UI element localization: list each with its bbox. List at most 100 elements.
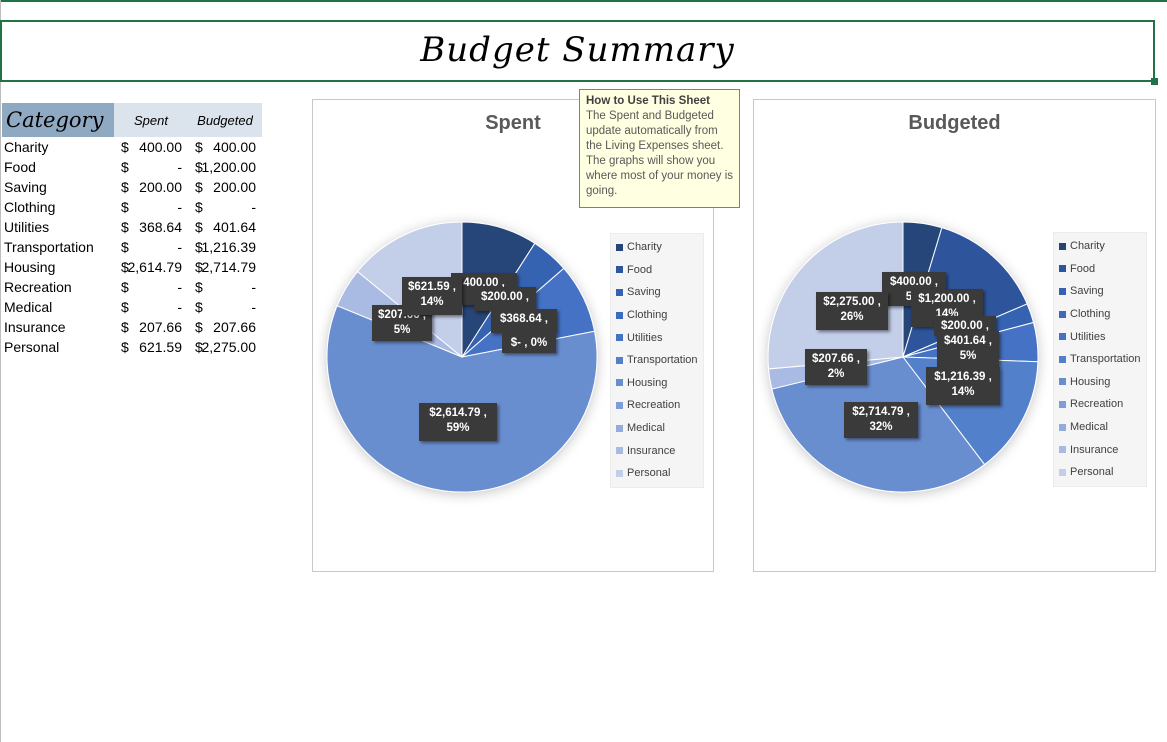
budgeted-cell[interactable]: $ -: [188, 277, 262, 297]
budgeted-cell[interactable]: $400.00: [188, 137, 262, 157]
legend-label: Housing: [1070, 375, 1111, 388]
budgeted-legend-entry[interactable]: Saving: [1054, 280, 1146, 303]
spent-data-label[interactable]: $2,614.79 , 59%: [419, 403, 497, 441]
spent-data-label[interactable]: $368.64 ,: [491, 309, 557, 333]
spent-legend-entry[interactable]: Medical: [611, 417, 703, 440]
spent-cell[interactable]: $ -: [114, 237, 188, 257]
header-category[interactable]: Category: [2, 103, 114, 137]
budgeted-legend-entry[interactable]: Personal: [1054, 461, 1146, 484]
budgeted-cell[interactable]: $ -: [188, 197, 262, 217]
budgeted-legend-entry[interactable]: Transportation: [1054, 348, 1146, 371]
amount: -: [251, 199, 256, 215]
budgeted-data-label[interactable]: $1,216.39 , 14%: [926, 367, 1000, 405]
category-cell[interactable]: Food: [4, 159, 36, 175]
budgeted-cell[interactable]: $200.00: [188, 177, 262, 197]
spent-cell[interactable]: $200.00: [114, 177, 188, 197]
currency-symbol: $: [121, 139, 129, 155]
budgeted-data-label[interactable]: $2,275.00 , 26%: [816, 292, 888, 330]
category-cell[interactable]: Clothing: [4, 199, 56, 215]
header-spent[interactable]: Spent: [114, 103, 188, 137]
spent-cell[interactable]: $400.00: [114, 137, 188, 157]
currency-symbol: $: [121, 219, 129, 235]
category-cell[interactable]: Insurance: [4, 319, 66, 335]
spent-legend-entry[interactable]: Housing: [611, 372, 703, 395]
legend-swatch: [616, 379, 623, 387]
spent-legend-entry[interactable]: Charity: [611, 236, 703, 259]
spent-cell[interactable]: $ -: [114, 197, 188, 217]
spent-cell[interactable]: $621.59: [114, 337, 188, 357]
budgeted-legend-entry[interactable]: Clothing: [1054, 303, 1146, 326]
spent-legend-entry[interactable]: Utilities: [611, 326, 703, 349]
spent-legend-entry[interactable]: Transportation: [611, 349, 703, 372]
spent-cell[interactable]: $ -: [114, 277, 188, 297]
title-cell[interactable]: Budget Summary: [0, 20, 1155, 82]
currency-symbol: $: [121, 199, 129, 215]
budgeted-legend-entry[interactable]: Housing: [1054, 371, 1146, 394]
spent-data-label[interactable]: $621.59 , 14%: [402, 277, 462, 315]
amount: 1,216.39: [201, 239, 257, 255]
spent-legend-entry[interactable]: Food: [611, 259, 703, 282]
spent-cell[interactable]: $368.64: [114, 217, 188, 237]
budgeted-legend-entry[interactable]: Medical: [1054, 416, 1146, 439]
budgeted-chart[interactable]: Budgeted Charity Food Saving Clothing Utilit…: [753, 99, 1156, 572]
spent-legend-entry[interactable]: Saving: [611, 281, 703, 304]
category-cell[interactable]: Housing: [4, 259, 56, 275]
spent-pie: [326, 221, 598, 493]
spent-legend-entry[interactable]: Recreation: [611, 394, 703, 417]
amount: -: [177, 199, 182, 215]
budgeted-legend-entry[interactable]: Food: [1054, 258, 1146, 281]
fill-handle[interactable]: [1151, 78, 1158, 85]
budgeted-legend[interactable]: Charity Food Saving Clothing Utilities Transp…: [1053, 232, 1147, 487]
budgeted-cell[interactable]: $1,216.39: [188, 237, 262, 257]
budgeted-legend-entry[interactable]: Charity: [1054, 235, 1146, 258]
legend-swatch: [1059, 423, 1066, 431]
category-cell[interactable]: Utilities: [4, 219, 50, 235]
budgeted-legend-entry[interactable]: Recreation: [1054, 393, 1146, 416]
budgeted-cell[interactable]: $1,200.00: [188, 157, 262, 177]
currency-symbol: $: [195, 259, 203, 275]
category-cell[interactable]: Transportation: [4, 239, 94, 255]
budgeted-legend-entry[interactable]: Utilities: [1054, 325, 1146, 348]
data-label-value: $2,714.79 ,: [852, 406, 910, 418]
budgeted-cell[interactable]: $ -: [188, 297, 262, 317]
data-label-value: $200.00 ,: [481, 291, 529, 303]
currency-symbol: $: [195, 219, 203, 235]
spent-cell[interactable]: $ -: [114, 297, 188, 317]
spent-legend-entry[interactable]: Clothing: [611, 304, 703, 327]
amount: 1,200.00: [201, 159, 257, 175]
budgeted-data-label[interactable]: $401.64 , 5%: [937, 331, 999, 367]
category-cell[interactable]: Medical: [4, 299, 53, 315]
spent-data-label[interactable]: $200.00 ,: [474, 287, 536, 311]
category-cell[interactable]: Personal: [4, 339, 60, 355]
amount: 621.59: [139, 339, 182, 355]
category-cell[interactable]: Recreation: [4, 279, 72, 295]
spent-cell[interactable]: $2,614.79: [114, 257, 188, 277]
spent-cell[interactable]: $207.66: [114, 317, 188, 337]
spent-legend[interactable]: Charity Food Saving Clothing Utilities Transp…: [610, 233, 704, 488]
legend-swatch: [616, 447, 623, 455]
legend-label: Housing: [627, 376, 668, 389]
budgeted-cell[interactable]: $207.66: [188, 317, 262, 337]
currency-symbol: $: [195, 159, 203, 175]
spent-legend-entry[interactable]: Personal: [611, 462, 703, 485]
legend-label: Utilities: [627, 331, 663, 344]
category-cell[interactable]: Charity: [4, 139, 49, 155]
comment-note[interactable]: How to Use This Sheet The Spent and Budg…: [579, 89, 740, 208]
spent-legend-entry[interactable]: Insurance: [611, 439, 703, 462]
budgeted-chart-title: Budgeted: [908, 112, 1001, 134]
budgeted-data-label[interactable]: $2,714.79 , 32%: [844, 402, 918, 438]
table-row: Saving $200.00 $200.00: [2, 177, 262, 197]
spent-cell[interactable]: $ -: [114, 157, 188, 177]
budgeted-data-label[interactable]: $207.66 , 2%: [805, 349, 867, 385]
budgeted-cell[interactable]: $2,714.79: [188, 257, 262, 277]
legend-swatch: [1059, 242, 1066, 250]
budgeted-cell[interactable]: $401.64: [188, 217, 262, 237]
budgeted-cell[interactable]: $2,275.00: [188, 337, 262, 357]
category-cell[interactable]: Saving: [4, 179, 47, 195]
legend-label: Personal: [627, 467, 671, 480]
legend-swatch: [616, 356, 623, 364]
spent-data-label[interactable]: $- , 0%: [502, 333, 556, 353]
legend-swatch: [1059, 287, 1066, 295]
header-budgeted[interactable]: Budgeted: [188, 103, 262, 137]
budgeted-legend-entry[interactable]: Insurance: [1054, 438, 1146, 461]
